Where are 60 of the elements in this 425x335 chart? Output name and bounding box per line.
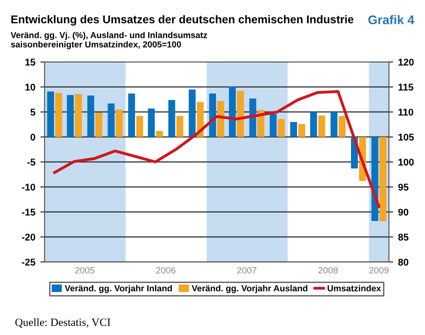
bar [290, 122, 298, 137]
y-tick-label: 15 [25, 58, 36, 66]
bar [270, 114, 277, 137]
text: Grafik 4 [368, 15, 414, 24]
bar [74, 94, 82, 137]
bar [379, 136, 386, 221]
bar [318, 115, 326, 137]
bar [371, 136, 378, 221]
bar [136, 116, 144, 137]
legend-label: Veränd. gg. Vorjahr Inland [64, 284, 172, 294]
bar [298, 124, 306, 137]
bar [188, 89, 196, 137]
y-tick-label: -5 [27, 158, 36, 166]
bar [148, 108, 155, 137]
bar [47, 91, 54, 137]
bar [95, 112, 102, 137]
bar [330, 112, 338, 137]
y2-tick-label: 90 [398, 208, 408, 216]
y2-tick-label: 80 [398, 258, 408, 266]
bar [55, 92, 62, 137]
y-tick-label: -10 [22, 184, 36, 191]
y2-tick-label: 100 [398, 158, 414, 166]
x-tick-label: 2005 [75, 267, 94, 274]
y-tick-label: 0 [30, 134, 36, 141]
bar [168, 100, 176, 137]
y-tick-label: -25 [22, 258, 36, 266]
bar [209, 93, 216, 137]
bar [310, 112, 318, 137]
y-tick-label: -20 [22, 234, 36, 241]
x-tick-label: 2006 [156, 267, 176, 274]
bar [108, 103, 115, 137]
chart-title: Entwicklung des Umsatzes der deutschen chemischen Industrie [11, 15, 354, 26]
chart-subtitle: Veränd. gg. Vj. (%), Ausland- und Inlandsumsatz saisonbereinigter Umsatzindex, 2005=100 [10, 32, 208, 50]
x-tick-label: 2009 [369, 267, 388, 274]
bar [176, 116, 184, 137]
bar [66, 94, 74, 137]
legend-label: Veränd. gg. Vorjahr Ausland [192, 284, 308, 294]
bar [228, 86, 236, 137]
bar [338, 116, 346, 137]
line-series [53, 90, 380, 208]
bar [156, 130, 163, 137]
y-tick-label: 5 [30, 108, 36, 116]
source-note: Quelle: Destatis, VCI [15, 318, 110, 328]
y-tick-label: 10 [25, 84, 36, 91]
bar [116, 109, 123, 137]
x-tick-label: 2007 [237, 267, 256, 274]
y2-tick-label: 120 [398, 58, 414, 66]
bar [278, 118, 285, 137]
bar [128, 93, 136, 137]
y2-tick-label: 115 [398, 84, 414, 91]
y-tick-label: -15 [22, 208, 36, 216]
y2-tick-label: 105 [398, 134, 414, 141]
bar [217, 100, 224, 137]
bar [237, 90, 244, 137]
y2-tick-label: 95 [398, 184, 408, 191]
y2-tick-label: 110 [398, 108, 414, 116]
legend-label: Umsatzindex [328, 284, 382, 292]
x-tick-label: 2008 [318, 267, 338, 274]
bar [87, 95, 94, 137]
y2-tick-label: 85 [398, 234, 408, 241]
